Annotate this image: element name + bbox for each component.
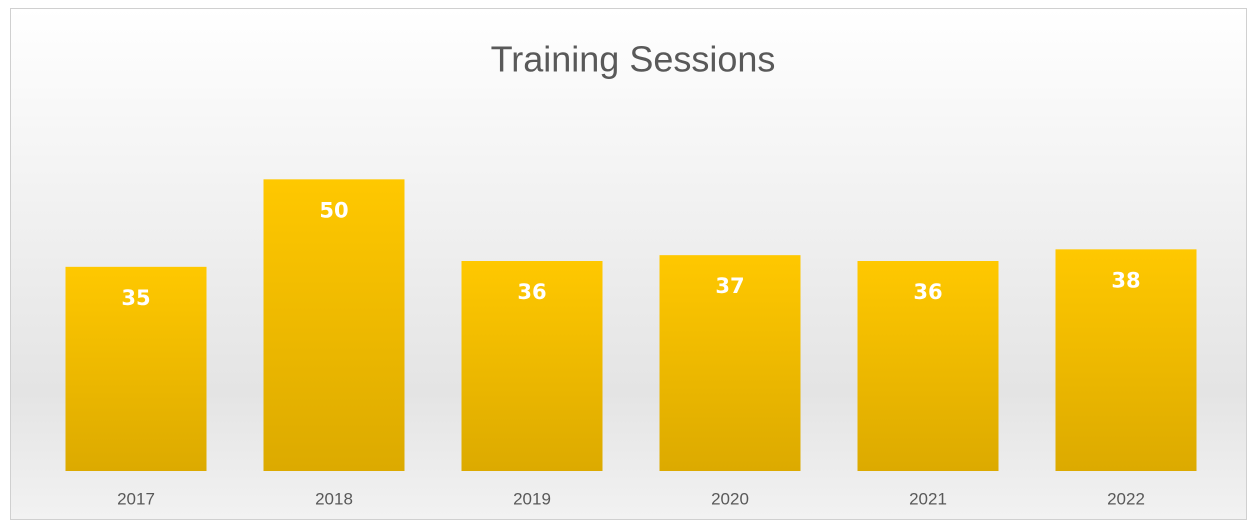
- bar: [65, 266, 207, 471]
- data-label: 35: [121, 286, 150, 310]
- bar: [857, 261, 999, 471]
- bar: [461, 261, 603, 471]
- data-label: 36: [517, 280, 546, 304]
- chart-title: Training Sessions: [491, 39, 776, 80]
- data-label: 50: [319, 198, 348, 222]
- bar: [263, 179, 405, 472]
- x-tick-label: 2022: [1107, 489, 1145, 508]
- bar: [659, 255, 801, 471]
- x-tick-label: 2019: [513, 489, 551, 508]
- data-label: 37: [715, 274, 744, 298]
- x-tick-label: 2020: [711, 489, 749, 508]
- bar: [1055, 249, 1197, 471]
- x-tick-label: 2021: [909, 489, 947, 508]
- data-label: 36: [913, 280, 942, 304]
- data-label: 38: [1111, 268, 1140, 292]
- chart-frame: [10, 8, 1247, 520]
- x-tick-label: 2018: [315, 489, 353, 508]
- x-tick-label: 2017: [117, 489, 155, 508]
